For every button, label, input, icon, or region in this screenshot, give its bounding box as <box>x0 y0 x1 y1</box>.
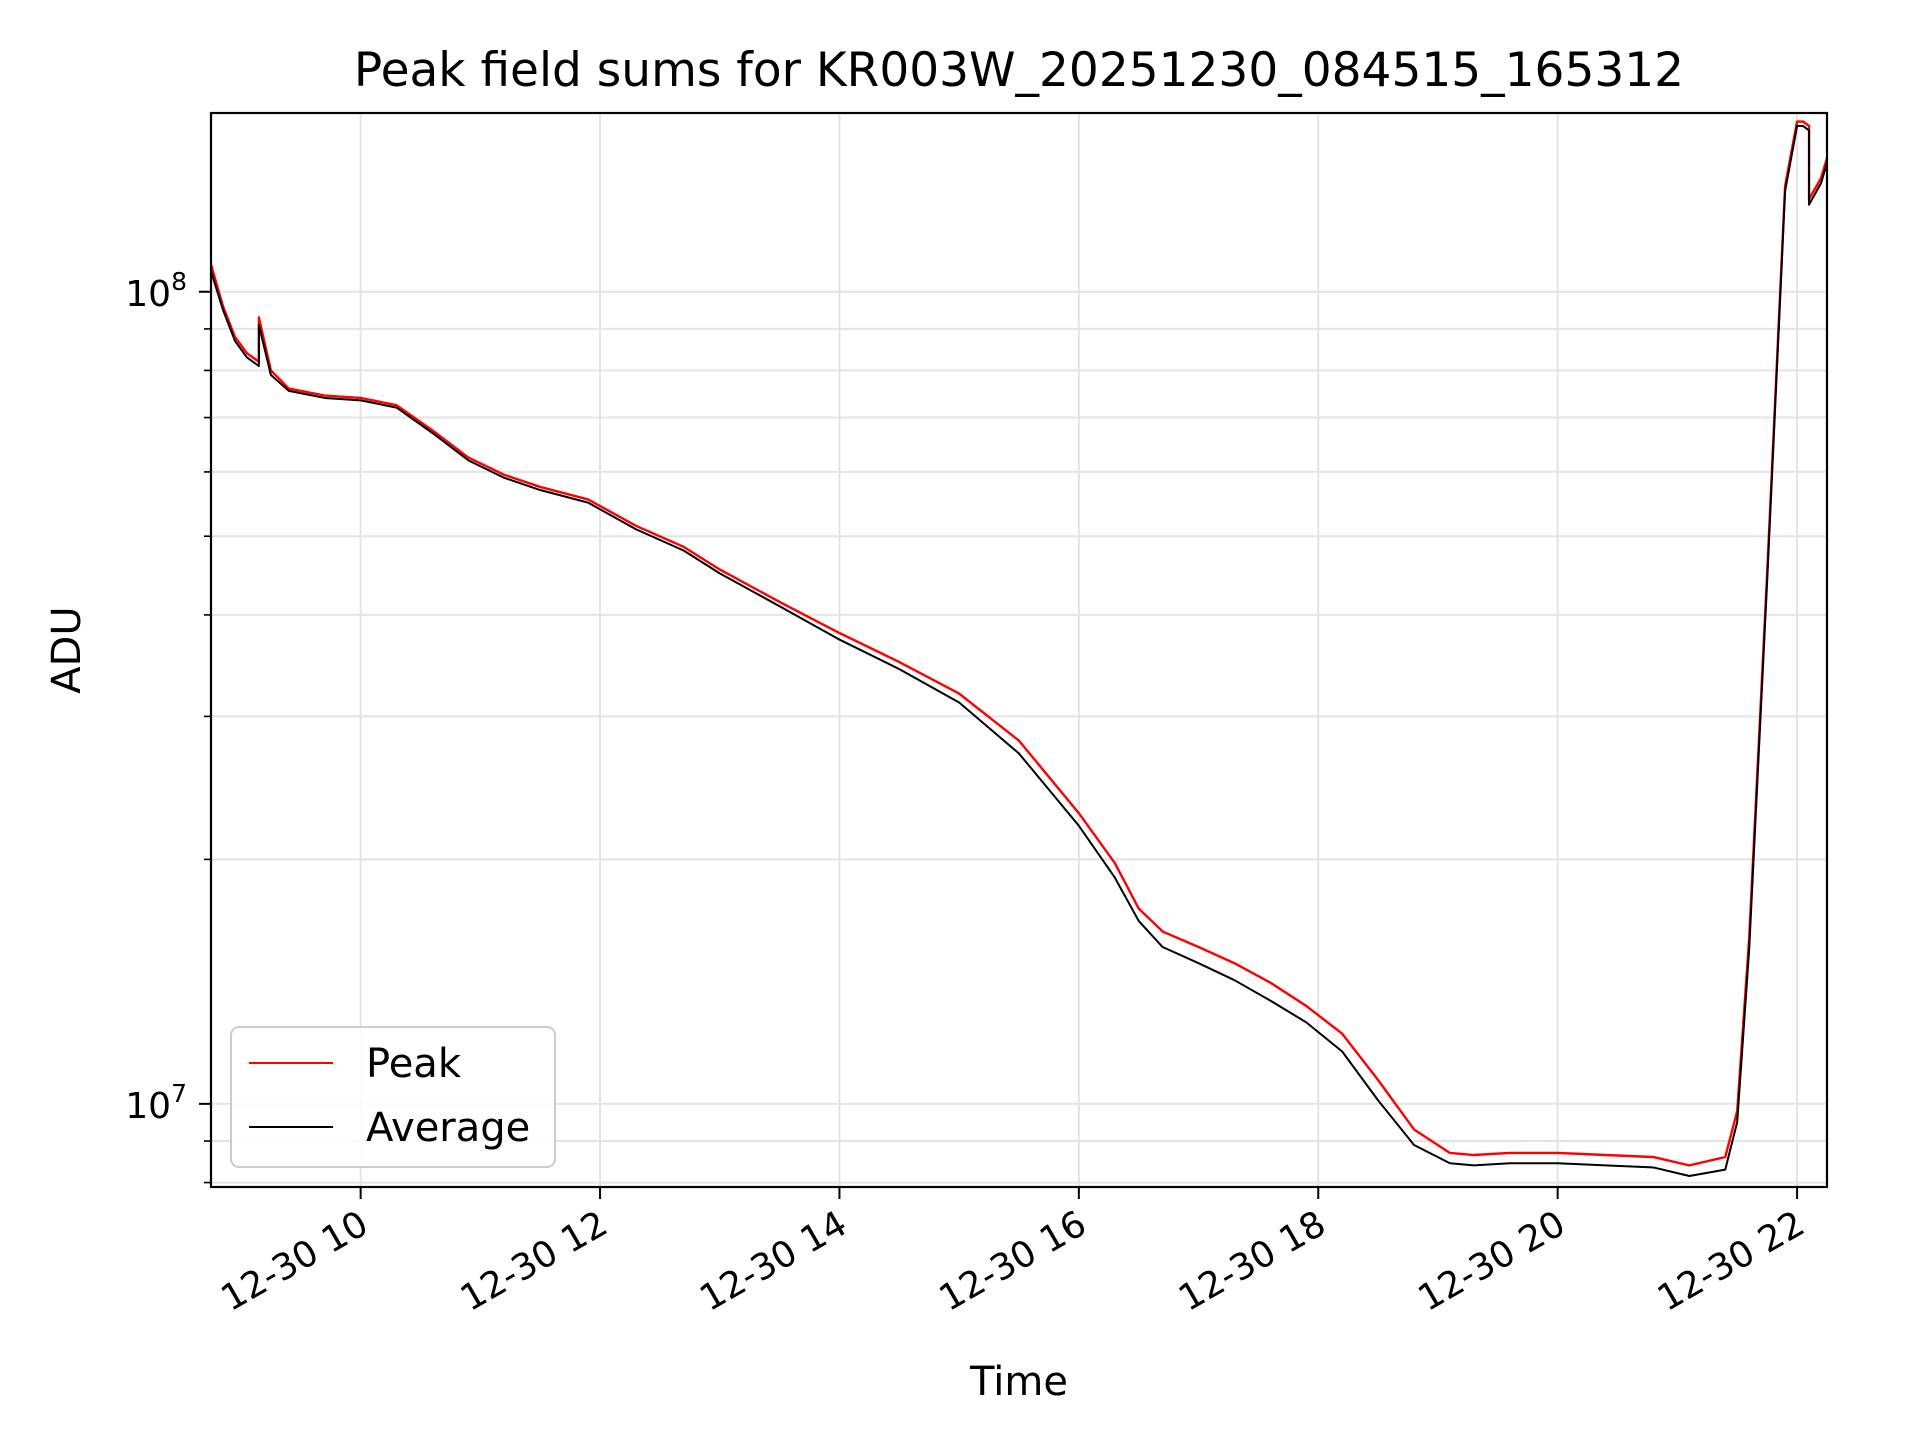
legend: Peak Average <box>230 1026 556 1168</box>
series-line-peak <box>211 120 1827 1167</box>
x-tick-label: 12-30 22 <box>1651 1203 1812 1319</box>
x-tick-label: 12-30 12 <box>454 1203 615 1319</box>
legend-label-average: Average <box>366 1105 530 1151</box>
plot-frame <box>209 111 1829 1189</box>
x-tick-label: 12-30 16 <box>933 1203 1094 1319</box>
series-layer <box>211 120 1827 1178</box>
x-tick-label: 12-30 20 <box>1411 1203 1572 1319</box>
grid-layer <box>211 113 1827 1187</box>
x-tick-label: 12-30 10 <box>214 1203 375 1319</box>
y-tick-label: 107 <box>125 1079 187 1127</box>
x-tick-label: 12-30 18 <box>1172 1203 1333 1319</box>
series-line-average <box>211 124 1827 1178</box>
chart-title: Peak field sums for KR003W_20251230_0845… <box>354 43 1684 98</box>
legend-label-peak: Peak <box>366 1041 462 1087</box>
y-axis-label: ADU <box>44 606 90 693</box>
x-tick-label: 12-30 14 <box>693 1203 854 1319</box>
x-axis-label: Time <box>969 1359 1068 1405</box>
y-tick-label: 108 <box>125 267 187 315</box>
